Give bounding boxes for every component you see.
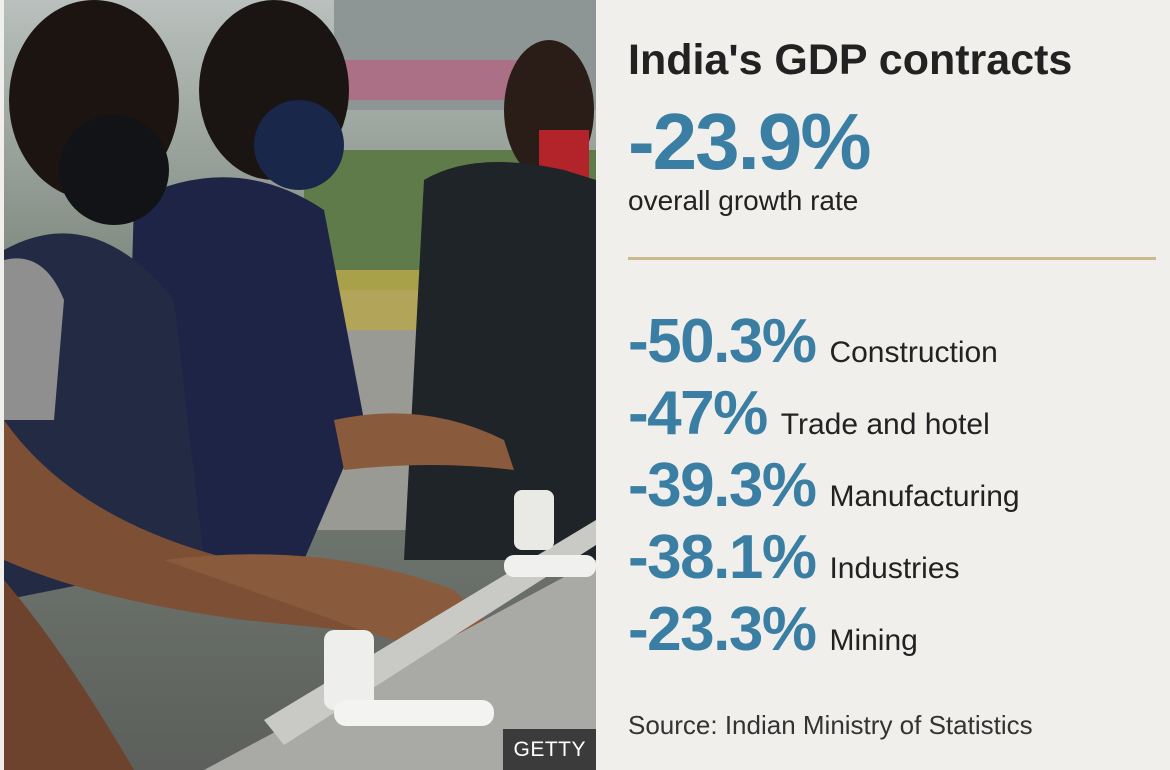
- sector-value: -23.3%: [628, 595, 817, 664]
- sector-value: -50.3%: [628, 307, 817, 376]
- sector-row-mining: -23.3% Mining: [628, 594, 918, 665]
- sector-label: Industries: [829, 552, 960, 585]
- stats-panel: India's GDP contracts -23.9% overall gro…: [628, 0, 1158, 770]
- sector-value: -47%: [628, 379, 768, 448]
- sector-label: Manufacturing: [829, 480, 1020, 513]
- sector-label: Construction: [829, 336, 998, 369]
- sector-row-trade-and-hotel: -47% Trade and hotel: [628, 378, 990, 449]
- overall-growth-value: -23.9%: [628, 97, 871, 186]
- sector-row-construction: -50.3% Construction: [628, 306, 998, 377]
- overall-growth-caption: overall growth rate: [628, 185, 859, 216]
- sector-row-manufacturing: -39.3% Manufacturing: [628, 450, 1020, 521]
- headline-title: India's GDP contracts: [628, 36, 1073, 84]
- sector-label: Mining: [829, 624, 918, 657]
- divider: [628, 257, 1156, 260]
- sector-row-industries: -38.1% Industries: [628, 522, 960, 593]
- photo-credit: GETTY: [503, 729, 596, 770]
- source-note: Source: Indian Ministry of Statistics: [628, 710, 1033, 740]
- sector-value: -39.3%: [628, 451, 817, 520]
- news-photo: GETTY: [4, 0, 596, 770]
- people-washing-hands-image: [4, 0, 596, 770]
- sector-label: Trade and hotel: [780, 408, 990, 441]
- sector-value: -38.1%: [628, 523, 817, 592]
